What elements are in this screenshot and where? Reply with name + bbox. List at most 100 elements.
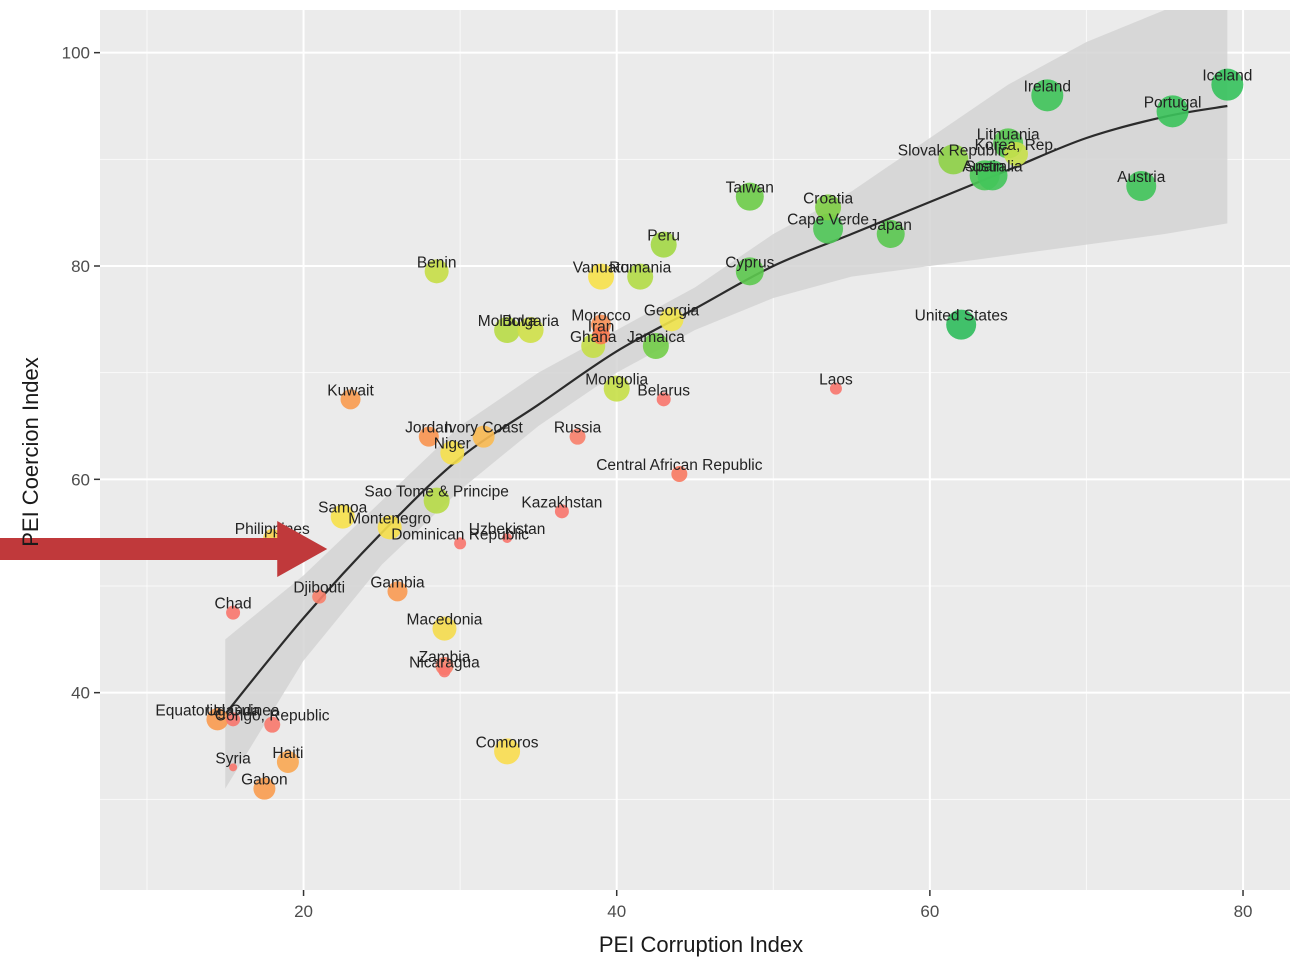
data-point — [554, 504, 569, 519]
point-label: Jordan — [405, 420, 452, 437]
point-label: Samoa — [318, 500, 367, 517]
point-label: Uzbekistan — [469, 521, 546, 538]
point-label: Gabon — [241, 772, 288, 789]
grid-lines — [100, 10, 1290, 890]
point-label: Bulgaria — [502, 313, 559, 330]
point-label: Australia — [962, 158, 1023, 175]
data-point — [735, 182, 764, 211]
data-point — [829, 382, 842, 395]
point-label: Niger — [434, 436, 471, 453]
data-point — [330, 504, 355, 529]
point-label: Equatorial Guinea — [155, 702, 279, 719]
point-label: Haiti — [272, 745, 303, 762]
point-label: Uganda — [206, 702, 261, 719]
point-label: Montenegro — [348, 510, 431, 527]
data-point — [423, 487, 450, 514]
data-point — [592, 326, 611, 345]
data-point — [1156, 95, 1189, 128]
y-tick-label: 80 — [71, 257, 90, 276]
data-point — [472, 425, 495, 448]
point-label: Djibouti — [293, 580, 345, 597]
point-label: Ghana — [570, 329, 617, 346]
point-label: United States — [915, 308, 1008, 325]
data-point — [440, 440, 465, 465]
point-label: Peru — [647, 228, 680, 245]
point-label: Taiwan — [726, 180, 774, 197]
data-point — [206, 708, 229, 731]
data-point — [627, 263, 654, 290]
point-label: Sao Tome & Principe — [364, 484, 508, 501]
data-point — [603, 375, 630, 402]
data-point — [1031, 79, 1064, 112]
data-point — [946, 309, 977, 340]
data-point — [424, 259, 449, 284]
data-point — [418, 426, 439, 447]
data-point — [735, 257, 764, 286]
x-tick-label: 60 — [920, 902, 939, 921]
point-label: Congo, Republic — [215, 708, 330, 725]
x-tick-label: 40 — [607, 902, 626, 921]
data-point — [1211, 68, 1244, 101]
data-point — [659, 307, 684, 332]
point-label: Morocco — [571, 308, 630, 325]
axes: 20 40 60 80 40 60 80 100 — [62, 44, 1253, 921]
point-label: Zambia — [419, 649, 471, 666]
data-point — [1126, 171, 1157, 201]
point-label: Gambia — [370, 574, 425, 591]
data-point — [815, 194, 842, 221]
x-tick-label: 80 — [1234, 902, 1253, 921]
data-point — [494, 738, 521, 765]
data-point — [656, 392, 671, 407]
data-point — [588, 263, 615, 290]
y-tick-label: 40 — [71, 684, 90, 703]
x-axis-title: PEI Corruption Index — [599, 932, 803, 957]
data-point — [377, 515, 402, 540]
point-label: Iceland — [1202, 68, 1252, 85]
data-point — [454, 537, 467, 550]
point-label: Kazakhstan — [521, 494, 602, 511]
point-label: Dominican Republic — [391, 526, 529, 543]
data-point — [671, 466, 688, 482]
data-point — [264, 716, 281, 733]
point-label: Romania — [609, 260, 671, 277]
point-label: Jamaica — [627, 329, 685, 346]
data-point — [1003, 142, 1028, 166]
data-point — [253, 777, 276, 800]
point-label: Iran — [588, 318, 615, 335]
data-point — [226, 712, 241, 727]
data-point — [938, 144, 969, 175]
data-point — [312, 589, 327, 604]
y-axis-title: PEI Coercion Index — [18, 357, 43, 547]
y-tick-label: 60 — [71, 470, 90, 489]
data-point — [876, 220, 905, 248]
point-label: Comoros — [476, 734, 539, 751]
data-point — [494, 317, 521, 343]
point-label: Chad — [215, 596, 252, 613]
point-label: Austria — [1117, 169, 1166, 186]
point-label: Georgia — [644, 302, 700, 319]
data-point — [569, 428, 586, 445]
point-label: Cyprus — [725, 254, 774, 271]
point-label: Portugal — [1144, 94, 1202, 111]
point-label: Cape Verde — [787, 212, 869, 229]
point-label: Mongolia — [585, 372, 648, 389]
data-point — [502, 533, 513, 543]
point-label: Ireland — [1024, 78, 1071, 95]
point-label: Spain — [965, 158, 1005, 175]
point-label: Lithuania — [977, 126, 1040, 143]
data-point — [229, 763, 238, 772]
point-label: Syria — [215, 750, 251, 767]
point-label: Ivory Coast — [444, 420, 523, 437]
point-label: Korea, Rep. — [975, 137, 1058, 154]
point-label: Nicaragua — [409, 654, 480, 671]
y-tick-label: 100 — [62, 44, 90, 63]
data-point — [650, 231, 677, 258]
point-label: Benin — [417, 254, 457, 271]
data-point — [438, 665, 451, 678]
confidence-band-group — [225, 10, 1228, 789]
point-label: Russia — [554, 420, 602, 437]
data-point — [340, 389, 361, 410]
annotation-group — [0, 521, 328, 577]
